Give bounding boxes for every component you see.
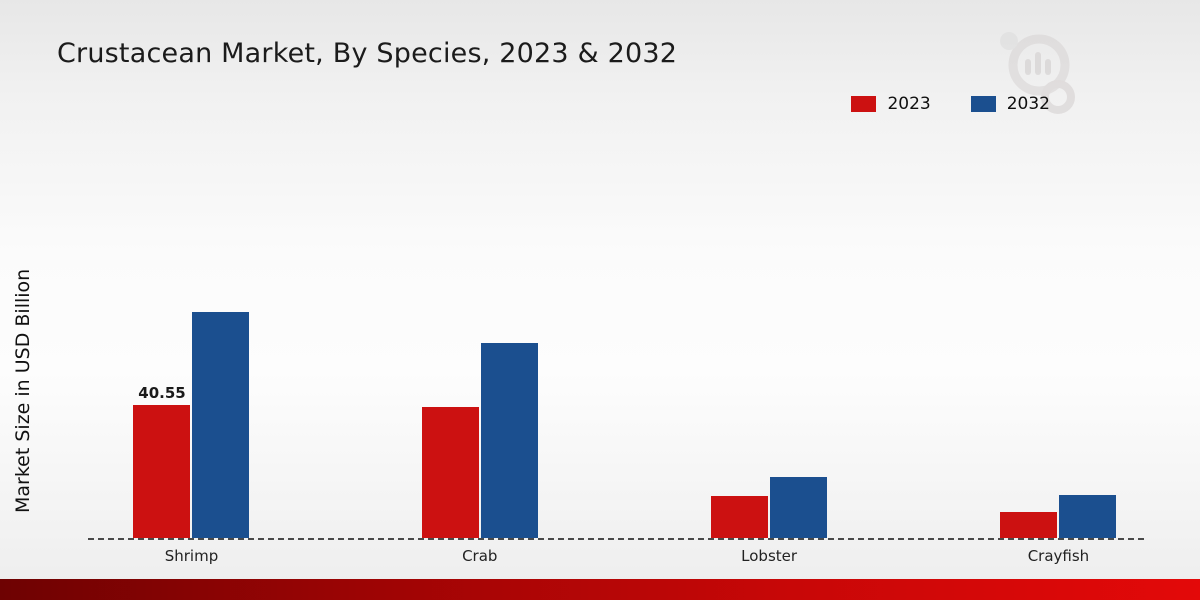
legend: 2023 2032 <box>851 94 1050 114</box>
category-label-shrimp: Shrimp <box>164 547 219 565</box>
bar-2023-crab <box>421 407 479 538</box>
category-label-crayfish: Crayfish <box>1027 547 1090 565</box>
bar-group-crayfish: Crayfish <box>1000 495 1117 565</box>
bar-2032-shrimp <box>192 312 250 538</box>
legend-swatch-2032 <box>970 96 996 112</box>
legend-item-2032: 2032 <box>970 94 1050 114</box>
category-label-lobster: Lobster <box>741 547 798 565</box>
bar-group-shrimp: 40.55 Shrimp <box>133 312 250 565</box>
bar-2023-crayfish <box>1000 512 1058 538</box>
bar-group-crab: Crab <box>421 343 538 565</box>
legend-item-2023: 2023 <box>851 94 931 114</box>
bar-2032-crab <box>480 343 538 538</box>
bar-group-lobster: Lobster <box>711 477 828 565</box>
category-label-crab: Crab <box>462 547 498 565</box>
watermark-logo <box>994 28 1078 122</box>
chart-title: Crustacean Market, By Species, 2023 & 20… <box>57 38 678 69</box>
legend-label-2023: 2023 <box>887 94 931 114</box>
logo-graphic <box>1000 32 1075 114</box>
bar-2023-lobster <box>711 496 769 538</box>
plot-area: 40.55 Shrimp Crab Lobster Crayfish <box>88 208 1144 565</box>
y-axis-title: Market Size in USD Billion <box>12 268 34 514</box>
legend-label-2032: 2032 <box>1006 94 1050 114</box>
legend-swatch-2023 <box>851 96 877 112</box>
bar-value-label: 40.55 <box>138 384 186 402</box>
bar-2032-crayfish <box>1059 495 1117 538</box>
bar-2023-shrimp: 40.55 <box>133 384 191 538</box>
x-axis-line <box>88 538 1144 540</box>
footer-band <box>0 579 1200 600</box>
bar-2032-lobster <box>770 477 828 538</box>
